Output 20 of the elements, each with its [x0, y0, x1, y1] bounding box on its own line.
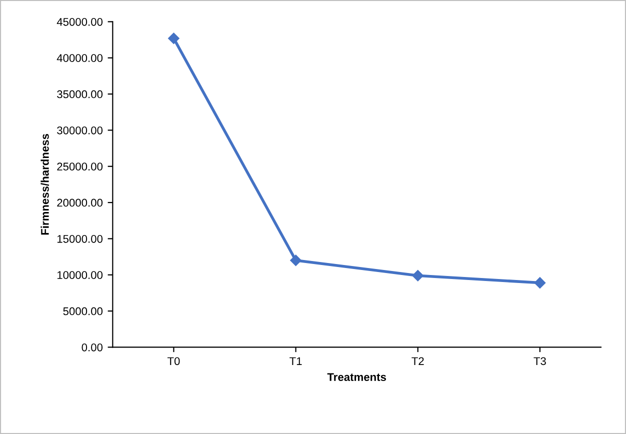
y-tick-label: 15000.00 [57, 234, 103, 243]
y-tick-label: 5000.00 [63, 307, 103, 316]
y-tick-label: 40000.00 [56, 54, 103, 62]
y-tick-label: 45000.00 [56, 18, 103, 26]
y-tick-label: 20000.00 [57, 198, 103, 207]
y-tick-label: 35000.00 [57, 90, 103, 98]
point [412, 270, 424, 282]
point [534, 277, 546, 288]
y-tick-label: 25000.00 [57, 162, 103, 170]
x-axis-title: Treatments [327, 373, 386, 381]
x-tick-label: T1 [290, 357, 302, 365]
x-tick-label: T0 [167, 357, 180, 366]
x-tick-label: T2 [412, 357, 424, 365]
y-axis-title: Firmness/hardness [40, 134, 49, 235]
y-tick-label: 0.00 [82, 343, 103, 352]
y-tick-label: 10000.00 [57, 271, 103, 279]
x-tick-label: T3 [534, 357, 546, 366]
point [168, 32, 180, 44]
point [290, 254, 302, 266]
y-tick-label: 30000.00 [57, 126, 103, 134]
